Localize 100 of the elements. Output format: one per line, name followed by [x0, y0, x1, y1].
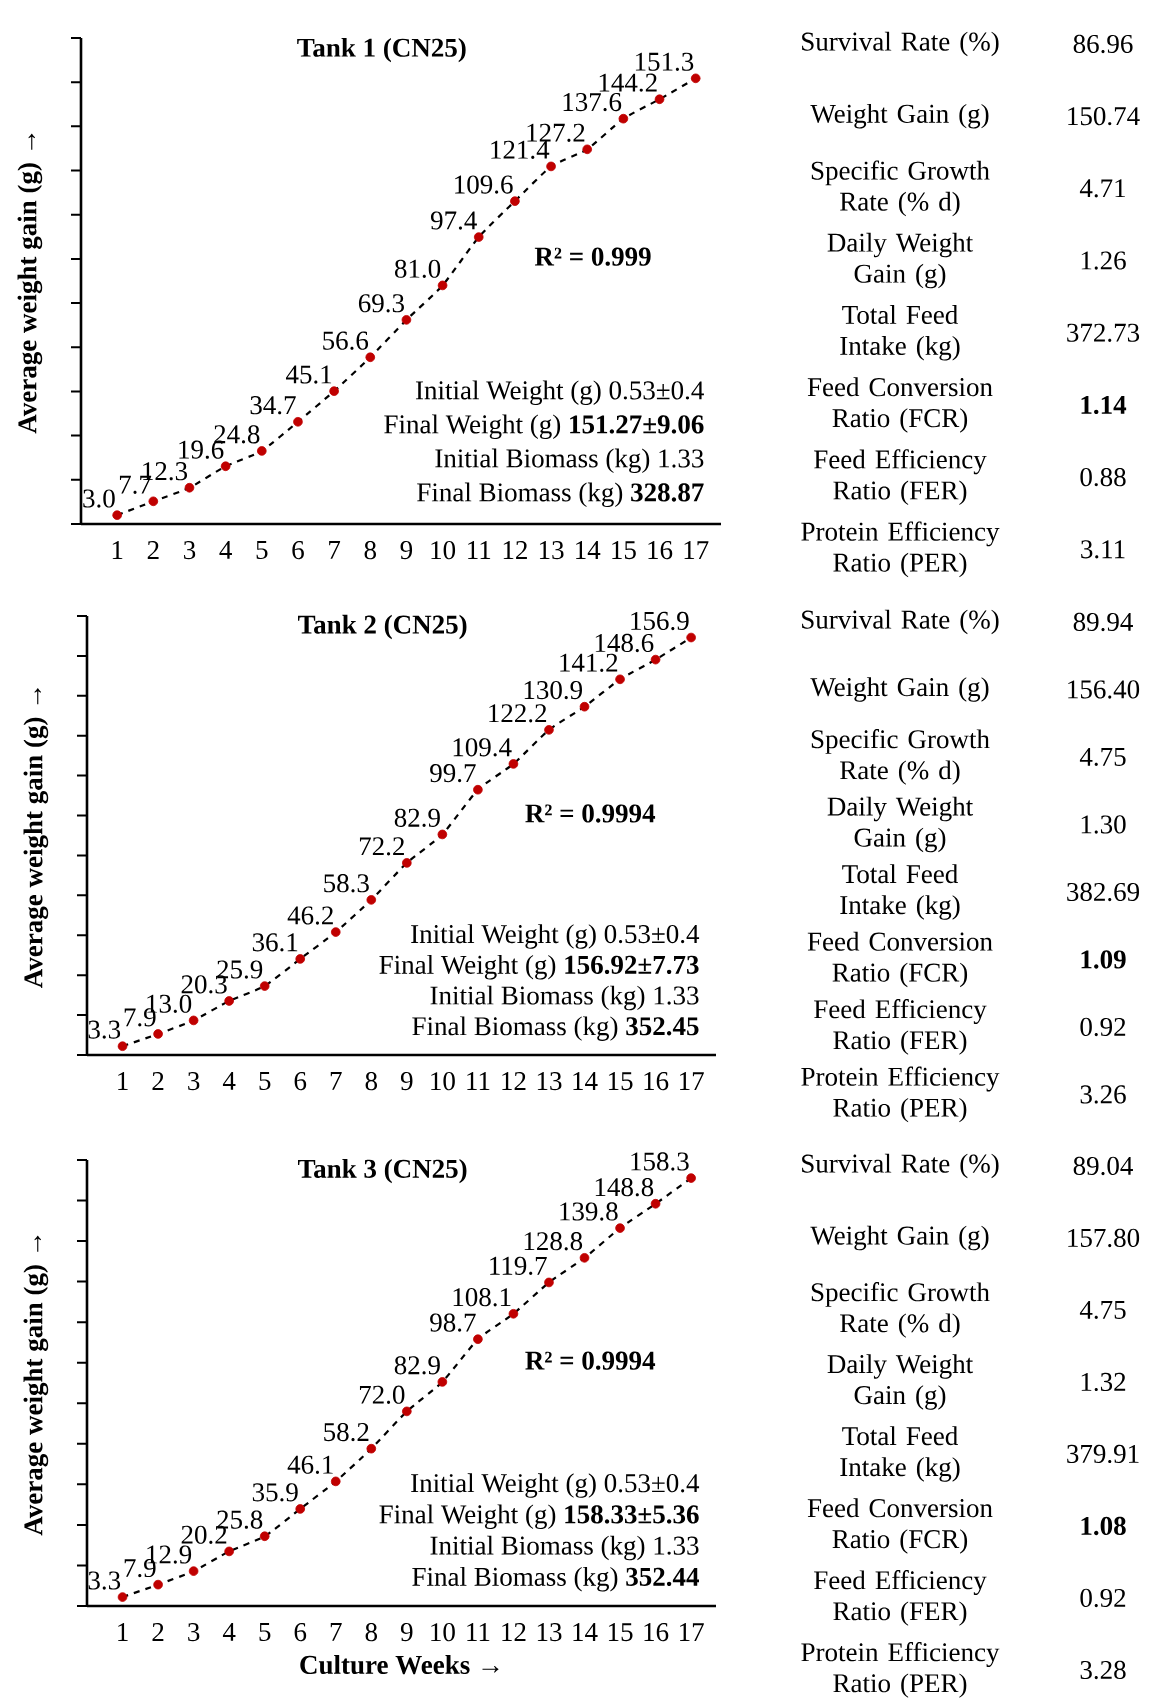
- text: Protein Efficiency Ratio (PER): [801, 1066, 1000, 1123]
- data-label: 128.8: [524, 1232, 583, 1251]
- x-tick-label: 5: [259, 1072, 271, 1090]
- x-tick-label: 5: [259, 1623, 271, 1641]
- chart-title: Tank 1 (CN25): [297, 37, 466, 63]
- text: Protein Efficiency Ratio (PER): [801, 1642, 1000, 1698]
- point: [473, 232, 484, 242]
- data-label: 139.8: [560, 1202, 618, 1221]
- point: [224, 1546, 234, 1557]
- data-label: 36.1: [252, 933, 298, 952]
- data-label: 3.0: [83, 489, 115, 508]
- data-label: 141.2: [560, 653, 618, 672]
- x-tick-label: 10: [431, 1072, 455, 1091]
- x-tick-label: 4: [219, 541, 232, 559]
- point: [401, 315, 412, 325]
- x-tick-label: 17: [680, 1623, 704, 1641]
- data-label: 46.1: [287, 1455, 333, 1474]
- data-label: 158.3: [631, 1152, 689, 1171]
- text: Daily Weight Gain (g): [827, 1354, 974, 1410]
- point: [117, 1592, 128, 1602]
- text: 3.11: [1081, 540, 1125, 559]
- x-tick-label: 6: [292, 541, 304, 560]
- text: 86.96: [1073, 34, 1133, 54]
- text: Total Feed Intake (kg): [840, 864, 960, 920]
- text: Weight Gain (g): [810, 103, 989, 129]
- data-label: 127.2: [527, 123, 585, 142]
- text: 1.14: [1081, 395, 1127, 415]
- x-tick-label: 3: [188, 1623, 200, 1642]
- text: 1.26: [1081, 251, 1126, 270]
- point: [224, 996, 234, 1006]
- text: Survival Rate (%): [802, 31, 999, 57]
- x-tick-label: 7: [329, 541, 341, 559]
- point: [365, 352, 376, 363]
- text: Total Feed Intake (kg): [840, 1426, 960, 1482]
- text: 379.91: [1067, 1444, 1139, 1464]
- text: Specific Growth Rate (% d): [811, 160, 990, 217]
- data-label: 137.6: [563, 93, 622, 112]
- x-tick-label: 2: [152, 1623, 164, 1641]
- text: Feed Conversion Ratio (FCR): [807, 931, 993, 988]
- text: 150.74: [1068, 106, 1140, 126]
- text: 3.26: [1080, 1085, 1126, 1104]
- x-tick-label: 15: [608, 1072, 633, 1091]
- text: 0.88: [1080, 468, 1126, 487]
- x-tick-label: 13: [537, 1623, 562, 1642]
- data-label: 46.2: [287, 906, 333, 925]
- point: [330, 1476, 341, 1487]
- text: 1.32: [1081, 1372, 1126, 1392]
- point: [618, 113, 629, 124]
- text: 4.75: [1079, 1300, 1126, 1320]
- point: [402, 858, 412, 868]
- text: Total Feed Intake (kg): [840, 305, 960, 361]
- point: [582, 144, 593, 155]
- point: [153, 1029, 163, 1039]
- y-axis-title: Average weight gain (g) →: [17, 133, 43, 434]
- point: [148, 496, 159, 507]
- data-label: 56.6: [323, 331, 369, 350]
- point: [615, 1223, 625, 1233]
- text: Feed Efficiency Ratio (FER): [814, 1570, 987, 1626]
- annotation: Initial Biomass (kg) 1.33: [435, 448, 704, 474]
- point: [402, 1406, 412, 1417]
- point: [686, 1173, 696, 1183]
- text: Survival Rate (%): [802, 1153, 999, 1179]
- point: [366, 895, 377, 905]
- y-axis-title: Average weight gain (g) →: [23, 1235, 49, 1536]
- data-label: 121.4: [491, 140, 550, 159]
- text: Survival Rate (%): [802, 609, 999, 635]
- text: 1.08: [1081, 1516, 1126, 1536]
- x-tick-label: 14: [573, 1072, 598, 1090]
- x-tick-label: 9: [400, 1623, 413, 1642]
- text: Daily Weight Gain (g): [827, 232, 974, 289]
- annotation: R² = 0.9994: [525, 1351, 656, 1370]
- point: [508, 1308, 519, 1319]
- point: [437, 280, 448, 291]
- point: [259, 981, 270, 991]
- point: [579, 1253, 590, 1263]
- text: Feed Efficiency Ratio (FER): [814, 999, 987, 1055]
- point: [690, 73, 701, 84]
- text: 89.04: [1073, 1156, 1133, 1176]
- data-label: 144.2: [599, 73, 657, 92]
- x-tick-label: 7: [330, 1072, 342, 1090]
- point: [295, 954, 306, 964]
- data-label: 156.9: [631, 611, 689, 631]
- data-label: 81.0: [394, 259, 441, 278]
- point: [650, 1198, 661, 1209]
- text: 1.30: [1081, 815, 1126, 834]
- data-label: 35.9: [252, 1483, 298, 1502]
- data-label: 72.2: [359, 837, 404, 856]
- point: [686, 632, 696, 643]
- data-label: 148.6: [595, 633, 654, 653]
- point: [654, 94, 665, 105]
- x-tick-label: 15: [608, 1623, 633, 1642]
- x-tick-label: 1: [118, 1072, 128, 1090]
- text: 1.09: [1081, 950, 1126, 969]
- x-tick-label: 5: [256, 541, 268, 559]
- x-tick-label: 7: [330, 1623, 342, 1641]
- annotation: Final Weight (g) 158.33±5.36: [379, 1504, 699, 1530]
- point: [220, 461, 231, 472]
- text: Feed Efficiency Ratio (FER): [814, 449, 987, 506]
- x-tick-label: 1: [118, 1623, 128, 1641]
- data-label: 151.3: [635, 52, 694, 71]
